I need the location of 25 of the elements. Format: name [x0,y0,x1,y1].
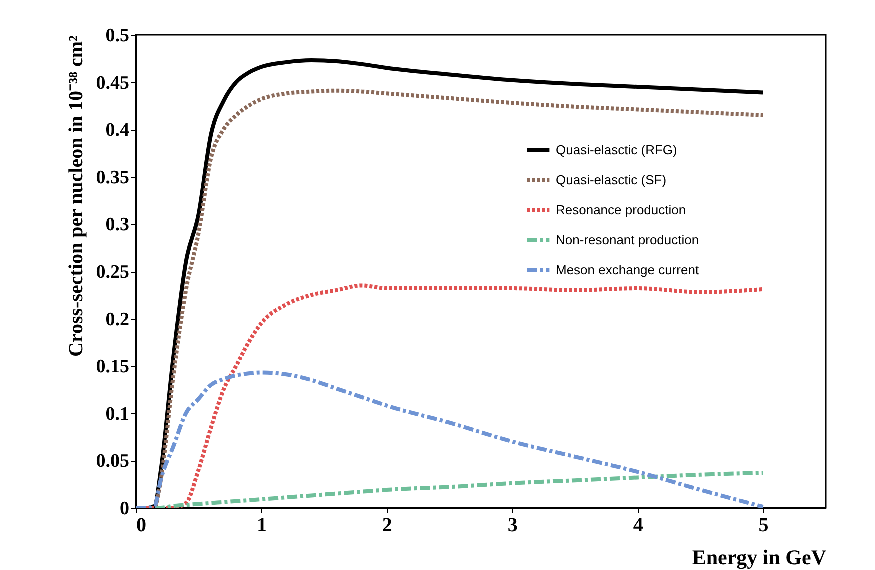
legend-label: Quasi-elasctic (RFG) [556,142,678,158]
y-tick-label: 0.45 [96,72,130,94]
y-tick-label: 0.5 [106,26,130,46]
y-tick-label: 0.4 [106,120,130,142]
y-tick-label: 0.1 [106,404,130,425]
y-tick-label: 0.15 [96,356,130,378]
x-tick-label: 5 [758,514,769,536]
legend-label: Meson exchange current [556,262,700,278]
x-tick-label: 3 [508,514,518,536]
y-tick-label: 0.3 [106,214,130,236]
legend-label: Non-resonant production [556,232,700,248]
legend-label: Resonance production [556,202,686,218]
line-series [136,370,766,508]
x-axis-title: Energy in GeV [692,546,826,570]
y-tick-label: 0.35 [96,167,130,188]
x-tick-label: 0 [136,514,146,536]
y-axis-title: Cross-section per nucleon in 10⁻³⁸ cm² [65,36,88,357]
legend-label: Quasi-elasctic (SF) [556,172,667,188]
y-tick-label: 0 [120,498,130,520]
y-tick-label: 0.25 [96,262,130,283]
x-tick-label: 4 [633,514,644,536]
x-tick-label: 2 [382,514,392,536]
y-tick-label: 0.05 [96,451,130,472]
x-tick-label: 1 [256,514,267,536]
y-tick-label: 0.2 [106,309,130,330]
